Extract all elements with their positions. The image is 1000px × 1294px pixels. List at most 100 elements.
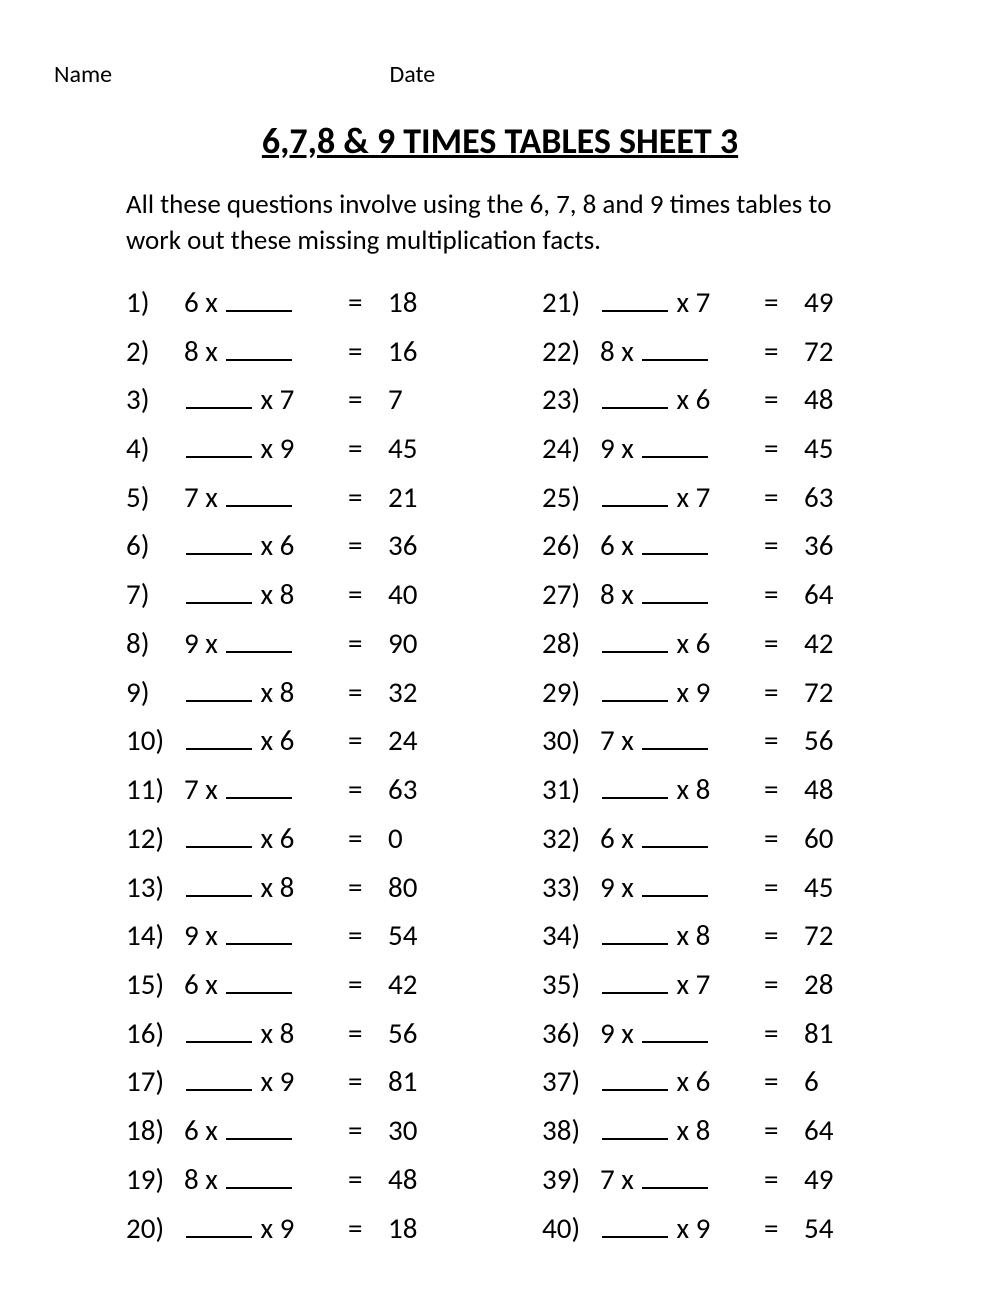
blank[interactable]	[602, 921, 668, 946]
equals-sign: =	[348, 1106, 388, 1155]
blank[interactable]	[602, 287, 668, 312]
blank[interactable]	[602, 969, 668, 994]
blank[interactable]	[186, 1018, 252, 1043]
problem-expression: 9 x	[600, 1009, 764, 1058]
problem-number: 8)	[126, 619, 184, 668]
problem-number: 12)	[126, 814, 184, 863]
blank[interactable]	[642, 872, 708, 897]
blank[interactable]	[186, 726, 252, 751]
problem-expression: x 6	[184, 716, 348, 765]
problem-row: 26)6 x =36	[542, 521, 958, 570]
answer: 24	[388, 716, 438, 765]
blank[interactable]	[186, 1067, 252, 1092]
problem-expression: 9 x	[184, 911, 348, 960]
blank[interactable]	[642, 531, 708, 556]
factor: x 6	[670, 1057, 710, 1106]
problem-row: 13) x 8=80	[126, 863, 542, 912]
factor: x 8	[670, 1106, 710, 1155]
problem-row: 30)7 x =56	[542, 716, 958, 765]
equals-sign: =	[764, 765, 804, 814]
blank[interactable]	[602, 1067, 668, 1092]
answer: 36	[804, 521, 854, 570]
blank[interactable]	[602, 628, 668, 653]
blank[interactable]	[226, 969, 292, 994]
blank[interactable]	[186, 677, 252, 702]
blank[interactable]	[226, 1115, 292, 1140]
answer: 7	[388, 375, 438, 424]
answer: 18	[388, 1204, 438, 1253]
equals-sign: =	[764, 473, 804, 522]
problem-row: 29) x 9=72	[542, 668, 958, 717]
blank[interactable]	[186, 823, 252, 848]
blank[interactable]	[226, 336, 292, 361]
answer: 72	[804, 911, 854, 960]
blank[interactable]	[642, 336, 708, 361]
blank[interactable]	[186, 531, 252, 556]
blank[interactable]	[226, 774, 292, 799]
problem-row: 37) x 6=6	[542, 1057, 958, 1106]
answer: 63	[804, 473, 854, 522]
problem-expression: 6 x	[184, 960, 348, 1009]
problem-number: 35)	[542, 960, 600, 1009]
blank[interactable]	[186, 872, 252, 897]
blank[interactable]	[186, 385, 252, 410]
problem-expression: 8 x	[600, 327, 764, 376]
blank[interactable]	[642, 823, 708, 848]
problem-row: 5)7 x =21	[126, 473, 542, 522]
factor: 9 x	[184, 619, 224, 668]
problem-number: 11)	[126, 765, 184, 814]
problem-expression: x 8	[184, 1009, 348, 1058]
equals-sign: =	[764, 278, 804, 327]
column-left: 1)6 x =182)8 x =163) x 7=74) x 9=455)7 x…	[126, 278, 542, 1252]
factor: x 6	[254, 814, 294, 863]
blank[interactable]	[642, 580, 708, 605]
problem-number: 38)	[542, 1106, 600, 1155]
blank[interactable]	[226, 1164, 292, 1189]
factor: 9 x	[600, 863, 640, 912]
blank[interactable]	[602, 482, 668, 507]
problem-number: 14)	[126, 911, 184, 960]
blank[interactable]	[226, 482, 292, 507]
problem-expression: x 6	[600, 1057, 764, 1106]
problem-number: 33)	[542, 863, 600, 912]
problem-row: 40) x 9=54	[542, 1204, 958, 1253]
blank[interactable]	[226, 921, 292, 946]
blank[interactable]	[186, 1213, 252, 1238]
blank[interactable]	[642, 1018, 708, 1043]
factor: x 8	[254, 863, 294, 912]
answer: 42	[388, 960, 438, 1009]
problem-number: 13)	[126, 863, 184, 912]
problem-expression: 9 x	[600, 424, 764, 473]
blank[interactable]	[602, 385, 668, 410]
equals-sign: =	[348, 863, 388, 912]
problem-row: 6) x 6=36	[126, 521, 542, 570]
factor: x 8	[254, 1009, 294, 1058]
equals-sign: =	[348, 765, 388, 814]
blank[interactable]	[602, 677, 668, 702]
problem-expression: x 7	[600, 278, 764, 327]
problem-number: 31)	[542, 765, 600, 814]
blank[interactable]	[642, 726, 708, 751]
problem-number: 17)	[126, 1057, 184, 1106]
blank[interactable]	[186, 433, 252, 458]
blank[interactable]	[602, 774, 668, 799]
blank[interactable]	[186, 580, 252, 605]
answer: 90	[388, 619, 438, 668]
problem-number: 32)	[542, 814, 600, 863]
equals-sign: =	[764, 668, 804, 717]
problem-row: 10) x 6=24	[126, 716, 542, 765]
blank[interactable]	[642, 1164, 708, 1189]
blank[interactable]	[226, 628, 292, 653]
factor: x 9	[254, 1057, 294, 1106]
name-label: Name	[54, 60, 384, 89]
equals-sign: =	[348, 911, 388, 960]
worksheet-columns: 1)6 x =182)8 x =163) x 7=74) x 9=455)7 x…	[50, 278, 950, 1252]
equals-sign: =	[348, 473, 388, 522]
blank[interactable]	[602, 1213, 668, 1238]
blank[interactable]	[226, 287, 292, 312]
problem-expression: 7 x	[184, 765, 348, 814]
blank[interactable]	[642, 433, 708, 458]
blank[interactable]	[602, 1115, 668, 1140]
problem-row: 35) x 7=28	[542, 960, 958, 1009]
problem-number: 18)	[126, 1106, 184, 1155]
